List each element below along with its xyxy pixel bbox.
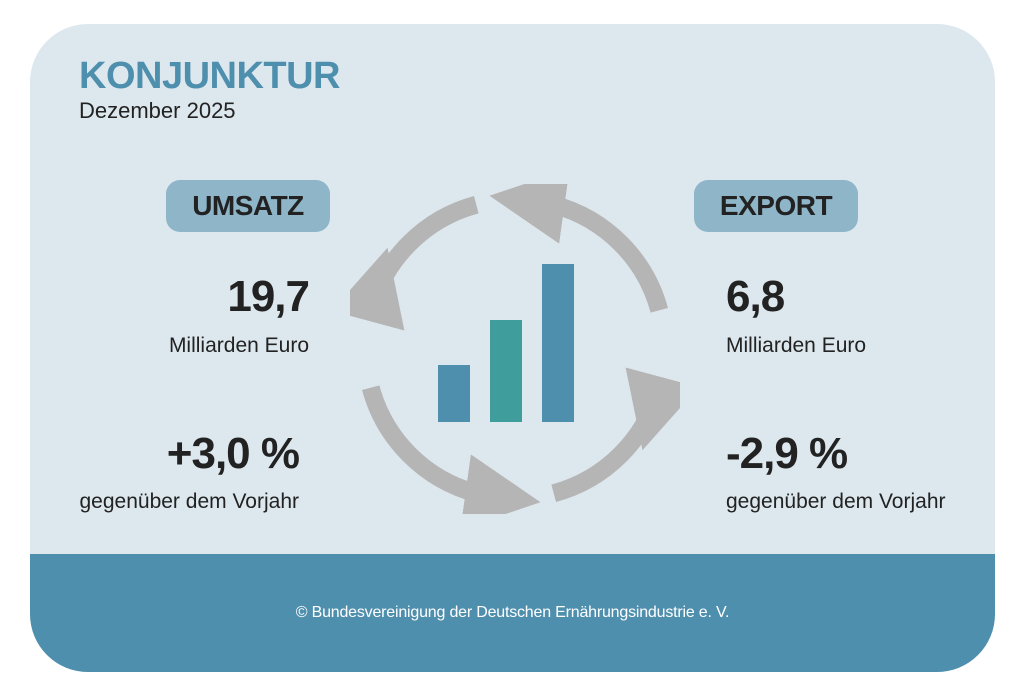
export-change-label: gegenüber dem Vorjahr bbox=[726, 490, 946, 513]
export-label: EXPORT bbox=[719, 190, 833, 221]
umsatz-value: 19,7 bbox=[227, 272, 310, 321]
infographic-card: KONJUNKTUR Dezember 2025 UMSATZ 19,7 Mil… bbox=[30, 24, 995, 672]
umsatz-label: UMSATZ bbox=[192, 190, 304, 221]
bar-chart-icon bbox=[438, 264, 574, 422]
export-value: 6,8 bbox=[726, 272, 785, 321]
umsatz-change: +3,0 % bbox=[166, 429, 300, 478]
bar-medium bbox=[490, 320, 522, 422]
cycle-graphic bbox=[350, 184, 680, 514]
export-unit: Milliarden Euro bbox=[726, 334, 867, 357]
footer: © Bundesvereinigung der Deutschen Ernähr… bbox=[30, 554, 995, 672]
bar-short bbox=[438, 365, 470, 422]
circular-arrows-icon bbox=[350, 184, 680, 514]
page-subtitle: Dezember 2025 bbox=[79, 98, 236, 123]
copyright-text: © Bundesvereinigung der Deutschen Ernähr… bbox=[295, 604, 730, 621]
bar-tall bbox=[542, 264, 574, 422]
export-badge: EXPORT bbox=[694, 180, 858, 232]
page-title: KONJUNKTUR bbox=[79, 55, 341, 97]
umsatz-badge: UMSATZ bbox=[166, 180, 330, 232]
umsatz-unit: Milliarden Euro bbox=[168, 334, 309, 357]
export-change: -2,9 % bbox=[726, 429, 848, 478]
umsatz-change-label: gegenüber dem Vorjahr bbox=[79, 490, 300, 513]
